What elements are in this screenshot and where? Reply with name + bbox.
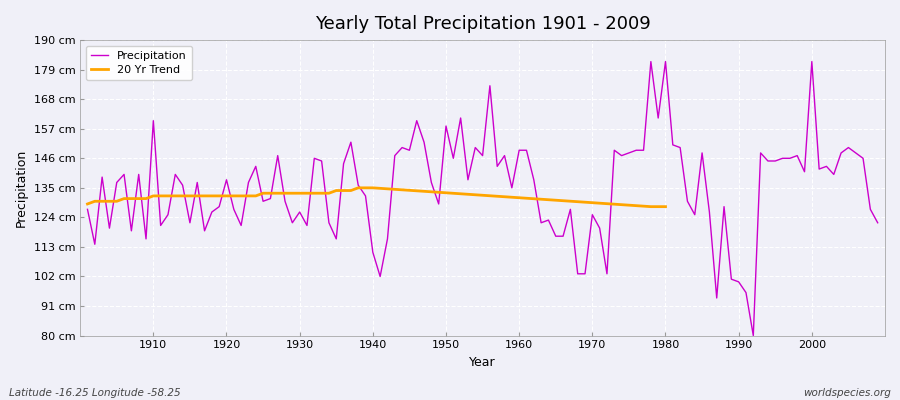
20 Yr Trend: [250, 194, 261, 198]
Text: Latitude -16.25 Longitude -58.25: Latitude -16.25 Longitude -58.25: [9, 388, 181, 398]
20 Yr Trend: [257, 191, 268, 196]
20 Yr Trend: [309, 191, 320, 196]
20 Yr Trend: [221, 194, 232, 198]
20 Yr Trend: [133, 196, 144, 201]
20 Yr Trend: [280, 191, 291, 196]
20 Yr Trend: [273, 191, 284, 196]
20 Yr Trend: [126, 196, 137, 201]
20 Yr Trend: [331, 188, 342, 193]
20 Yr Trend: [192, 194, 202, 198]
Precipitation: [140, 236, 151, 241]
Precipitation: [601, 272, 612, 276]
20 Yr Trend: [119, 196, 130, 201]
20 Yr Trend: [645, 204, 656, 209]
Precipitation: [872, 220, 883, 225]
20 Yr Trend: [112, 199, 122, 204]
20 Yr Trend: [353, 186, 364, 190]
20 Yr Trend: [294, 191, 305, 196]
20 Yr Trend: [360, 186, 371, 190]
20 Yr Trend: [302, 191, 312, 196]
20 Yr Trend: [96, 199, 107, 204]
20 Yr Trend: [177, 194, 188, 198]
20 Yr Trend: [243, 194, 254, 198]
20 Yr Trend: [287, 191, 298, 196]
Precipitation: [346, 140, 356, 144]
20 Yr Trend: [199, 194, 210, 198]
20 Yr Trend: [163, 194, 174, 198]
X-axis label: Year: Year: [469, 356, 496, 369]
Precipitation: [748, 333, 759, 338]
20 Yr Trend: [104, 199, 115, 204]
20 Yr Trend: [140, 196, 151, 201]
20 Yr Trend: [229, 194, 239, 198]
20 Yr Trend: [367, 186, 378, 190]
Precipitation: [645, 59, 656, 64]
20 Yr Trend: [323, 191, 334, 196]
20 Yr Trend: [89, 199, 100, 204]
20 Yr Trend: [155, 194, 166, 198]
20 Yr Trend: [346, 188, 356, 193]
20 Yr Trend: [206, 194, 217, 198]
20 Yr Trend: [652, 204, 663, 209]
20 Yr Trend: [148, 194, 158, 198]
20 Yr Trend: [184, 194, 195, 198]
20 Yr Trend: [265, 191, 275, 196]
20 Yr Trend: [170, 194, 181, 198]
Legend: Precipitation, 20 Yr Trend: Precipitation, 20 Yr Trend: [86, 46, 192, 80]
Title: Yearly Total Precipitation 1901 - 2009: Yearly Total Precipitation 1901 - 2009: [315, 15, 651, 33]
20 Yr Trend: [660, 204, 670, 209]
Precipitation: [302, 223, 312, 228]
Precipitation: [507, 186, 517, 190]
20 Yr Trend: [236, 194, 247, 198]
Line: 20 Yr Trend: 20 Yr Trend: [87, 188, 665, 207]
Text: worldspecies.org: worldspecies.org: [803, 388, 891, 398]
20 Yr Trend: [82, 202, 93, 206]
Line: Precipitation: Precipitation: [87, 62, 878, 336]
Precipitation: [82, 207, 93, 212]
20 Yr Trend: [316, 191, 327, 196]
Precipitation: [514, 148, 525, 153]
20 Yr Trend: [214, 194, 225, 198]
Y-axis label: Precipitation: Precipitation: [15, 149, 28, 227]
20 Yr Trend: [338, 188, 349, 193]
